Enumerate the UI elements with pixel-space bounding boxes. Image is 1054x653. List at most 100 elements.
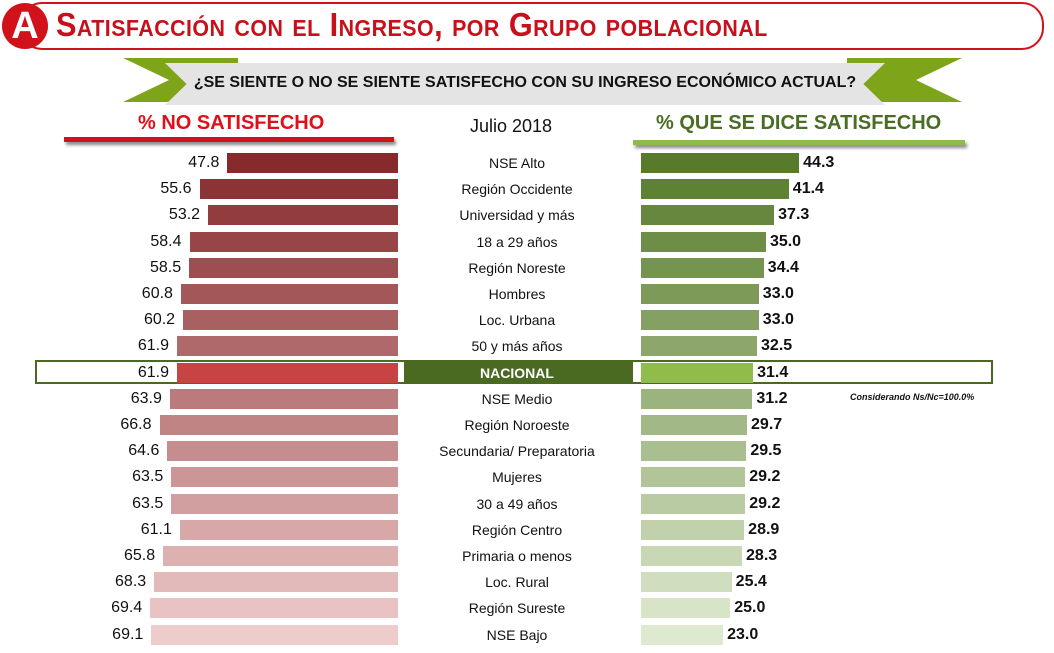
right-bar	[641, 546, 743, 566]
left-value: 58.5	[150, 258, 182, 276]
right-bar	[641, 336, 758, 357]
category-label: Región Noroeste	[464, 417, 570, 433]
category-label: Hombres	[488, 286, 546, 302]
left-bar	[180, 284, 398, 304]
right-value: 33.0	[762, 311, 794, 329]
left-value: 61.9	[137, 337, 170, 355]
left-value: 53.2	[168, 206, 201, 224]
category-label: 30 a 49 años	[476, 495, 558, 512]
right-bar	[641, 257, 764, 278]
right-bar	[641, 493, 746, 514]
left-value: 63.5	[132, 494, 164, 512]
category-label: 18 a 29 años	[476, 233, 558, 250]
left-value: 65.8	[123, 547, 156, 564]
right-heading: % QUE SE DICE SATISFECHO	[656, 112, 942, 134]
category-label: NSE Medio	[481, 390, 553, 407]
right-bar	[641, 284, 759, 304]
category-label: Primaria o menos	[462, 548, 572, 564]
footnote: Considerando Ns/Nc=100.0%	[850, 392, 975, 402]
right-bar	[641, 179, 789, 200]
right-value: 44.3	[803, 154, 835, 171]
right-bar	[641, 572, 732, 593]
left-bar	[227, 153, 398, 173]
left-bar	[171, 493, 398, 514]
category-label: Región Sureste	[468, 600, 566, 617]
right-bar	[641, 153, 800, 173]
left-bar	[177, 362, 398, 383]
right-value: 29.2	[749, 468, 781, 486]
left-value: 61.1	[140, 520, 172, 538]
left-bar	[183, 310, 398, 331]
right-bar	[641, 205, 775, 226]
category-label: NSE Bajo	[486, 626, 548, 643]
left-value: 66.8	[120, 416, 152, 433]
category-label: Loc. Urbana	[478, 312, 556, 329]
left-value: 58.4	[150, 232, 182, 250]
left-bar	[189, 231, 398, 252]
right-value: 33.0	[762, 285, 794, 302]
national-label-band	[404, 361, 633, 383]
left-bar	[151, 624, 398, 645]
left-value: 68.3	[115, 573, 147, 591]
right-bar	[641, 598, 731, 619]
right-value: 25.0	[734, 599, 766, 617]
question-ribbon	[165, 63, 885, 105]
left-bar	[189, 257, 398, 278]
category-label: NSE Alto	[488, 155, 546, 171]
left-value: 47.8	[188, 154, 220, 171]
section-badge: A	[2, 3, 48, 49]
left-value: 55.6	[160, 180, 192, 198]
right-heading-underline	[633, 140, 965, 145]
right-value: 29.5	[750, 442, 782, 460]
right-value: 32.5	[761, 337, 793, 355]
left-bar	[159, 415, 398, 435]
right-value: 29.2	[749, 494, 781, 512]
left-bar	[171, 467, 398, 488]
left-heading: % NO SATISFECHO	[138, 112, 325, 134]
right-value: 28.9	[748, 520, 780, 538]
right-bar	[641, 519, 745, 540]
category-label: Mujeres	[492, 469, 542, 486]
left-bar	[177, 336, 398, 357]
right-value: 37.3	[778, 206, 810, 224]
right-value: 31.2	[756, 389, 788, 407]
left-heading-underline	[64, 137, 394, 142]
left-value: 69.4	[111, 599, 143, 617]
right-value: 23.0	[727, 625, 759, 643]
right-value: 35.0	[769, 232, 802, 250]
category-label: 50 y más años	[471, 338, 563, 355]
left-value: 64.6	[128, 442, 160, 460]
left-value: 63.9	[130, 389, 162, 407]
left-value: 60.8	[141, 285, 173, 302]
question-text: ¿SE SIENTE O NO SE SIENTE SATISFECHO CON…	[193, 74, 857, 91]
left-bar	[199, 179, 398, 200]
right-bar	[641, 231, 766, 252]
left-bar	[163, 546, 398, 566]
left-value: 61.9	[137, 363, 170, 381]
right-value: 25.4	[735, 573, 767, 591]
right-bar	[641, 362, 754, 383]
left-bar	[179, 519, 398, 540]
left-bar	[167, 441, 398, 462]
right-value: 31.4	[757, 363, 789, 381]
chart-title: Satisfacción con el Ingreso, por Grupo p…	[56, 6, 768, 43]
right-value: 41.4	[792, 180, 824, 198]
category-label: Región Occidente	[461, 181, 573, 198]
right-bar	[641, 388, 753, 409]
right-bar	[641, 624, 724, 645]
right-value: 29.7	[751, 416, 783, 433]
left-bar	[208, 205, 398, 226]
category-label: NACIONAL	[480, 364, 554, 381]
left-bar	[169, 388, 398, 409]
category-label: Secundaria/ Preparatoria	[439, 443, 595, 460]
left-bar	[154, 572, 398, 593]
right-bar	[641, 441, 747, 462]
right-bar	[641, 310, 759, 331]
date-heading: Julio 2018	[470, 116, 553, 136]
left-value: 60.2	[143, 311, 176, 329]
category-label: Región Centro	[471, 521, 563, 538]
left-bar	[150, 598, 398, 619]
left-value: 63.5	[132, 468, 164, 486]
category-label: Región Noreste	[468, 259, 566, 276]
left-value: 69.1	[112, 625, 144, 643]
